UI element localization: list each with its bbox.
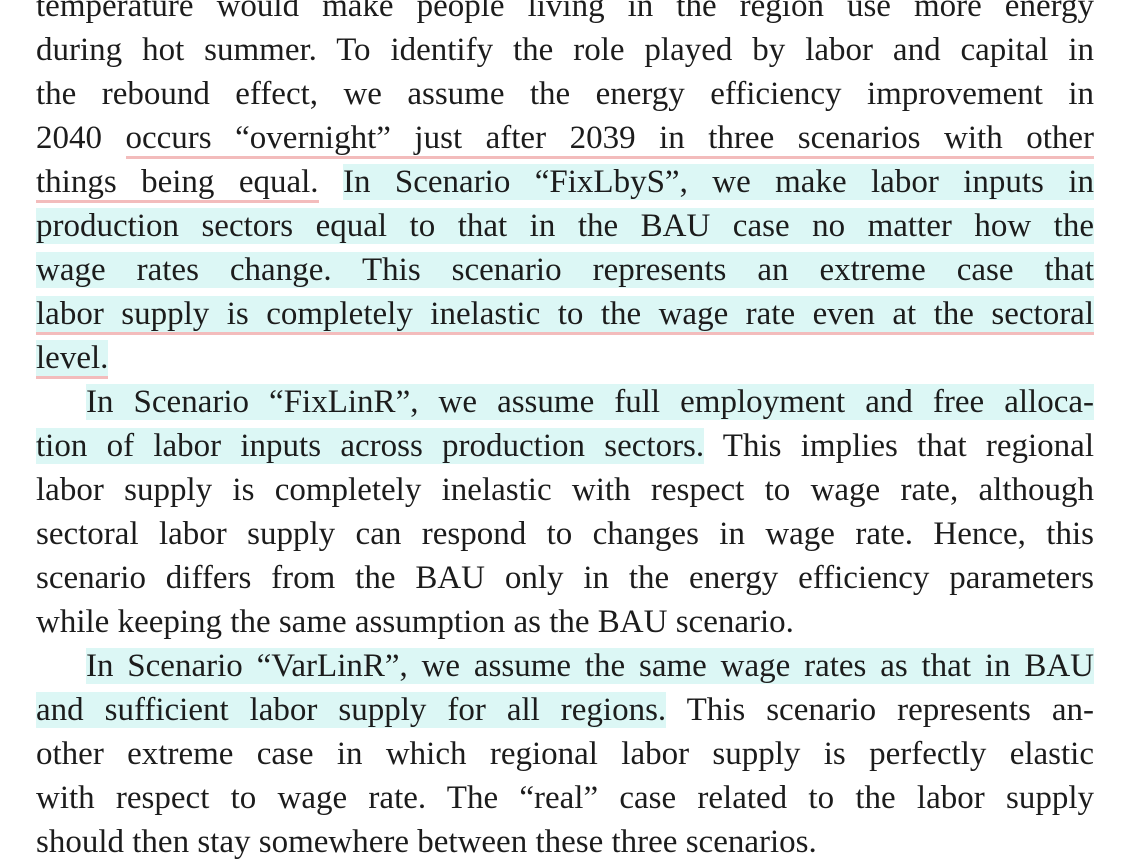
underlined-text: things being equal.	[36, 164, 319, 203]
underlined-text: occurs “overnight” just after 2039 in th…	[125, 120, 1095, 159]
text-line: things being equal. In Scenario “FixLbyS…	[36, 160, 1094, 204]
highlighted-text: In Scenario “FixLinR”, we assume full em…	[86, 384, 1094, 420]
text-span: while keeping the same assumption as the…	[36, 604, 794, 640]
text-line: scenario differs from the BAU only in th…	[36, 556, 1094, 600]
text-line: level.	[36, 336, 1094, 380]
highlighted-text: and sufficient labor supply for all regi…	[36, 692, 667, 728]
highlighted-text: production sectors equal to that in the …	[36, 208, 1094, 244]
text-span: temperature would make people living in …	[36, 0, 1094, 24]
text-span: with respect to wage rate. The “real” ca…	[36, 780, 1094, 816]
text-line: tion of labor inputs across production s…	[36, 424, 1094, 468]
highlighted-text: tion of labor inputs across production s…	[36, 428, 705, 464]
document-body: temperature would make people living in …	[36, 0, 1095, 864]
highlighted-text: In Scenario “FixLbyS”, we make labor inp…	[342, 164, 1094, 200]
text-line: In Scenario “FixLinR”, we assume full em…	[36, 380, 1094, 424]
text-line: labor supply is completely inelastic wit…	[36, 468, 1094, 512]
text-line: with respect to wage rate. The “real” ca…	[36, 776, 1094, 820]
text-line: while keeping the same assumption as the…	[36, 600, 1094, 644]
text-line: wage rates change. This scenario represe…	[36, 248, 1094, 292]
text-line: labor supply is completely inelastic to …	[36, 292, 1094, 336]
text-span: other extreme case in which regional lab…	[36, 736, 1094, 772]
text-span	[319, 164, 343, 200]
text-line: should then stay somewhere between these…	[36, 820, 1094, 864]
text-span: scenario differs from the BAU only in th…	[36, 560, 1094, 596]
highlighted-underlined-text: level.	[36, 340, 109, 379]
text-span: labor supply is completely inelastic wit…	[36, 472, 1094, 508]
text-line: sectoral labor supply can respond to cha…	[36, 512, 1094, 556]
text-line: In Scenario “VarLinR”, we assume the sam…	[36, 644, 1094, 688]
text-span: 2040	[36, 120, 126, 156]
text-line: 2040 occurs “overnight” just after 2039 …	[36, 116, 1095, 160]
text-line: during hot summer. To identify the role …	[36, 28, 1094, 72]
text-line: the rebound effect, we assume the energy…	[36, 72, 1094, 116]
text-span: This scenario represents an-	[666, 692, 1094, 728]
text-span: the rebound effect, we assume the energy…	[36, 76, 1094, 112]
text-span: This implies that regional	[704, 428, 1095, 464]
highlighted-text: In Scenario “VarLinR”, we assume the sam…	[86, 648, 1094, 684]
text-line: production sectors equal to that in the …	[36, 204, 1094, 248]
text-span: during hot summer. To identify the role …	[36, 32, 1094, 68]
highlighted-text: wage rates change. This scenario represe…	[36, 252, 1094, 288]
text-span: should then stay somewhere between these…	[36, 824, 817, 860]
text-line: and sufficient labor supply for all regi…	[36, 688, 1094, 732]
highlighted-underlined-text: labor supply is completely inelastic to …	[36, 296, 1094, 335]
text-line: other extreme case in which regional lab…	[36, 732, 1094, 776]
text-span: sectoral labor supply can respond to cha…	[36, 516, 1094, 552]
text-line: temperature would make people living in …	[36, 0, 1094, 28]
